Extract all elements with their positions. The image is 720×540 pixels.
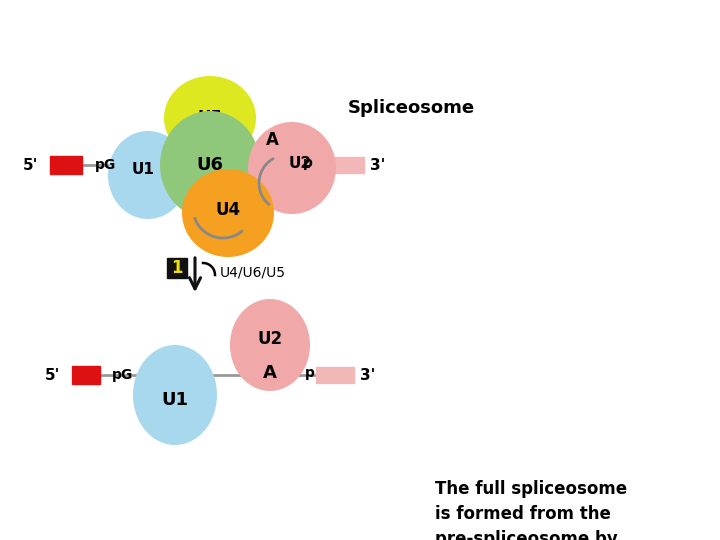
- Text: p: p: [305, 366, 315, 380]
- Text: U2: U2: [258, 330, 282, 348]
- Text: U1: U1: [161, 391, 189, 409]
- Bar: [72, 366, 100, 384]
- Ellipse shape: [248, 122, 336, 214]
- Bar: [316, 367, 354, 383]
- Bar: [50, 156, 82, 174]
- Ellipse shape: [133, 345, 217, 445]
- Text: 3': 3': [370, 158, 385, 172]
- Ellipse shape: [164, 76, 256, 160]
- Ellipse shape: [230, 299, 310, 391]
- Bar: [167, 258, 187, 278]
- Ellipse shape: [108, 131, 188, 219]
- Text: A: A: [263, 364, 277, 382]
- Ellipse shape: [160, 111, 260, 219]
- Text: pG: pG: [95, 158, 116, 172]
- Text: U4/U6/U5: U4/U6/U5: [220, 265, 286, 279]
- Ellipse shape: [182, 169, 274, 257]
- Text: 1: 1: [171, 259, 183, 277]
- Text: 5': 5': [22, 158, 38, 172]
- Text: U2: U2: [289, 156, 312, 171]
- Text: 5': 5': [45, 368, 60, 382]
- Text: U1: U1: [132, 163, 154, 178]
- Text: U5: U5: [197, 109, 222, 127]
- Text: Spliceosome: Spliceosome: [348, 99, 475, 117]
- Text: U6: U6: [197, 156, 223, 174]
- Text: p: p: [303, 156, 313, 170]
- Text: U4: U4: [215, 201, 240, 219]
- Text: 3': 3': [360, 368, 375, 382]
- Text: pG: pG: [112, 368, 133, 382]
- Bar: [322, 157, 364, 173]
- Text: A: A: [266, 131, 279, 149]
- Text: The full spliceosome
is formed from the
pre-spliceosome by
the addition of the
U: The full spliceosome is formed from the …: [435, 480, 627, 540]
